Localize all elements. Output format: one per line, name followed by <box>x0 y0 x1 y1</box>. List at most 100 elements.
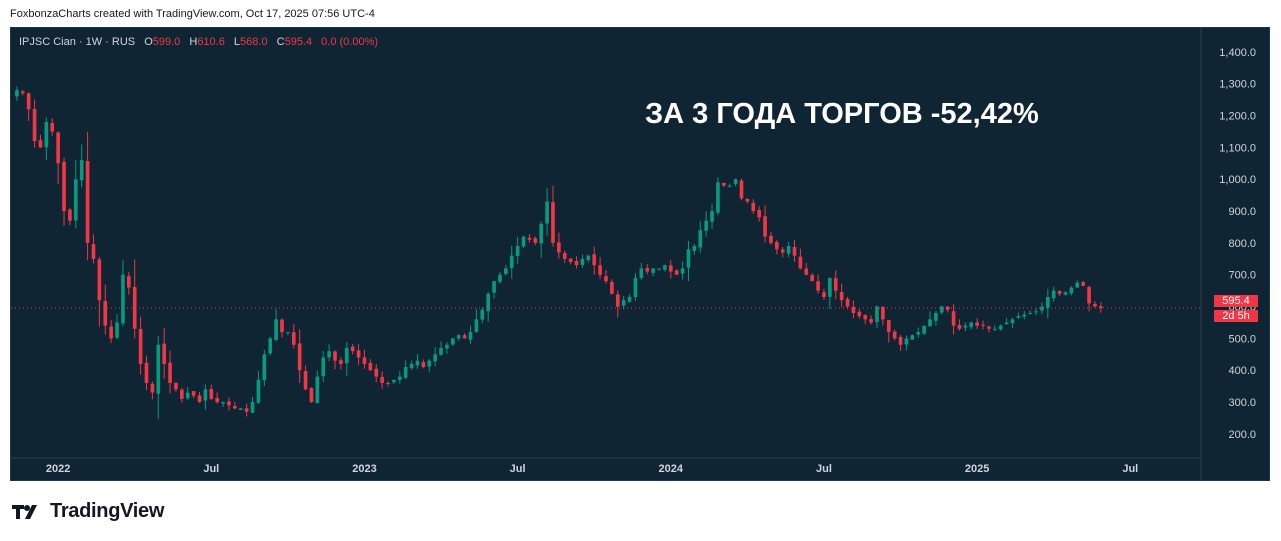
candle-body <box>1016 316 1021 318</box>
candle-body <box>32 108 37 142</box>
candle-body <box>126 276 131 288</box>
y-tick-label: 1,100.0 <box>1219 142 1256 154</box>
candle-body <box>545 201 549 224</box>
candle-body <box>56 132 60 164</box>
y-tick-label: 400.0 <box>1228 365 1256 377</box>
candle-body <box>409 363 414 369</box>
candle-body <box>922 325 926 334</box>
candle-body <box>751 202 756 212</box>
candle-body <box>551 202 555 243</box>
candle-body <box>863 315 868 320</box>
candle-body <box>321 357 326 377</box>
candle-body <box>362 357 367 364</box>
candle-body <box>91 244 96 259</box>
candle-body <box>610 281 614 294</box>
y-tick-label: 300.0 <box>1228 397 1256 409</box>
candle-body <box>1004 322 1009 325</box>
candle-body <box>403 367 408 378</box>
symbol-name: IPJSC Cian · 1W · RUS <box>19 36 136 48</box>
candle-body <box>191 391 196 396</box>
candle-body <box>716 182 720 213</box>
candlestick-chart[interactable]: 1,400.0 1,300.0 1,200.0 1,100.0 1,000.0 900.0… <box>11 28 1269 480</box>
candle-body <box>227 401 231 406</box>
candle-body <box>15 90 19 97</box>
candle-body <box>498 274 502 282</box>
candle-body <box>745 198 750 202</box>
candle-body <box>474 319 479 332</box>
candle-body <box>904 338 909 345</box>
open-label: O <box>144 36 153 48</box>
candle-body <box>339 360 343 364</box>
candle-body <box>557 242 561 253</box>
candle-body <box>668 265 673 272</box>
candle-body <box>651 268 655 273</box>
candle-body <box>674 270 679 275</box>
candle-body <box>397 376 402 380</box>
candle-body <box>109 326 113 339</box>
candle-body <box>344 347 349 364</box>
y-tick-label: 900.0 <box>1228 206 1256 218</box>
candle-body <box>786 246 791 254</box>
candle-body <box>445 344 449 349</box>
candle-body <box>85 160 90 243</box>
candle-body <box>244 408 249 412</box>
candle-body <box>939 306 944 313</box>
candle-body <box>763 216 767 237</box>
candle-body <box>73 179 78 221</box>
candle-body <box>79 160 84 181</box>
candle-body <box>857 311 862 317</box>
candle-body <box>680 268 685 274</box>
candle-body <box>380 376 384 383</box>
candle-body <box>621 300 626 306</box>
candle-body <box>574 260 579 266</box>
candle-body <box>215 397 220 403</box>
candle-body <box>327 351 331 358</box>
candle-body <box>881 306 885 320</box>
candle-body <box>309 388 314 403</box>
candle-body <box>562 252 567 259</box>
candle-body <box>156 344 161 394</box>
candle-body <box>197 395 202 403</box>
candle-body <box>739 180 744 199</box>
candle-body <box>439 347 443 355</box>
candle-body <box>515 246 520 257</box>
candle-body <box>828 277 832 297</box>
low-label: L <box>233 36 241 48</box>
candle-body <box>957 325 962 329</box>
candle-body <box>869 319 873 323</box>
candle-body <box>162 343 166 364</box>
candle-body <box>97 259 102 301</box>
candle-body <box>180 389 184 399</box>
candle-body <box>462 335 467 339</box>
candle-body <box>704 220 708 231</box>
candle-body <box>26 93 31 110</box>
candle-body <box>916 332 921 335</box>
candle-body <box>798 256 803 269</box>
candle-body <box>792 246 797 256</box>
candle-body <box>928 319 932 327</box>
candle-body <box>233 406 237 409</box>
y-tick-label: 1,000.0 <box>1219 174 1256 186</box>
tradingview-logo[interactable]: TradingView <box>12 500 164 523</box>
candle-body <box>1093 303 1097 307</box>
x-tick-label: Jul <box>1122 463 1138 475</box>
candle-body <box>44 121 49 148</box>
candle-body <box>262 354 267 381</box>
candle-body <box>875 306 879 323</box>
candle-body <box>174 382 178 390</box>
chart-panel[interactable]: 1,400.0 1,300.0 1,200.0 1,100.0 1,000.0 900.0… <box>10 27 1270 481</box>
candle-body <box>780 249 785 253</box>
candle-body <box>1046 297 1050 309</box>
candle-body <box>1010 319 1015 324</box>
candle-body <box>804 268 809 275</box>
candle-body <box>1099 306 1103 309</box>
candle-body <box>822 292 826 298</box>
x-tick-label: 2023 <box>352 463 376 475</box>
candle-body <box>356 350 361 358</box>
candle-body <box>509 255 514 268</box>
candle-body <box>645 268 650 272</box>
y-tick-label: 800.0 <box>1228 238 1256 250</box>
candle-body <box>68 209 72 221</box>
candle-body <box>775 242 779 250</box>
candle-body <box>297 343 302 371</box>
